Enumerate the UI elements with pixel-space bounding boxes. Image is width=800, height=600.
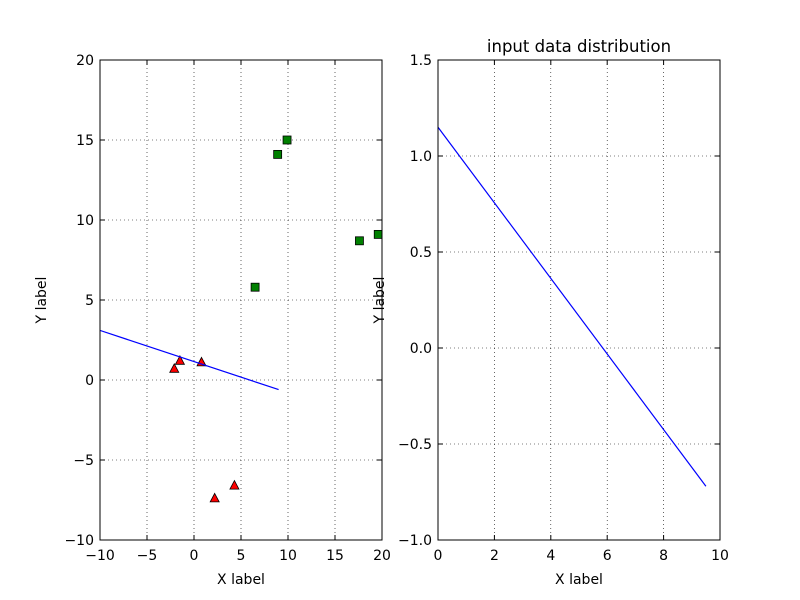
left-xtick-label: 10	[279, 548, 297, 564]
right-frame	[437, 59, 721, 541]
left-xtick-label: 15	[326, 548, 344, 564]
left-y-axis-label: Y label	[34, 277, 50, 325]
left-ytick-label: 0	[85, 373, 94, 389]
left-xtick-label: 5	[237, 548, 246, 564]
left-data	[100, 135, 382, 503]
right-plot-area	[438, 60, 720, 540]
left-xtick-label: −10	[85, 548, 115, 564]
right-ytick-label: 0.5	[410, 245, 432, 261]
right-ytick-label: 1.0	[410, 149, 432, 165]
left-series-line	[100, 329, 279, 391]
left-square-point	[250, 282, 260, 292]
right-ytick-label: 1.5	[410, 53, 432, 69]
right-data	[438, 126, 707, 487]
left-ytick-label: 5	[85, 293, 94, 309]
left-ytick-label: −5	[73, 453, 94, 469]
right-xtick-label: 2	[490, 548, 499, 564]
left-xtick-label: 0	[190, 548, 199, 564]
right-axes: 0 2 4 6 8 10 −1.0 −0.5 0.0 0.5 1.0 1.5 X label Y labe…	[372, 37, 729, 588]
right-xtick-label: 0	[434, 548, 443, 564]
left-ytick-label: 20	[76, 53, 94, 69]
right-ytick-label: −1.0	[398, 533, 432, 549]
left-xtick-label: 20	[373, 548, 391, 564]
left-xtick-label: −5	[137, 548, 158, 564]
left-square-point	[373, 229, 382, 239]
right-ytick-label: 0.0	[410, 341, 432, 357]
right-xtick-label: 8	[659, 548, 668, 564]
right-y-axis-label: Y label	[372, 277, 388, 325]
left-ytick-label: 10	[76, 213, 94, 229]
left-square-point	[273, 149, 283, 159]
left-x-axis-label: X label	[217, 572, 265, 588]
right-x-axis-label: X label	[555, 572, 603, 588]
left-triangle-point	[229, 479, 240, 490]
left-square-point	[282, 135, 292, 145]
left-ytick-label: −10	[64, 533, 94, 549]
left-square-point	[355, 236, 364, 246]
right-xtick-label: 4	[546, 548, 555, 564]
left-axes: −10 −5 0 5 10 15 20 −10 −5 0 5 10 15 20 X label Y label	[34, 53, 391, 588]
right-xtick-label: 6	[603, 548, 612, 564]
right-chart-title: input data distribution	[487, 37, 671, 56]
right-xtick-label: 10	[711, 548, 729, 564]
left-triangle-point	[169, 362, 180, 373]
left-triangle-point	[174, 354, 186, 365]
right-ytick-label: −0.5	[398, 437, 432, 453]
left-triangle-point	[209, 492, 220, 503]
left-ytick-label: 15	[76, 133, 94, 149]
right-series-line	[438, 126, 707, 487]
